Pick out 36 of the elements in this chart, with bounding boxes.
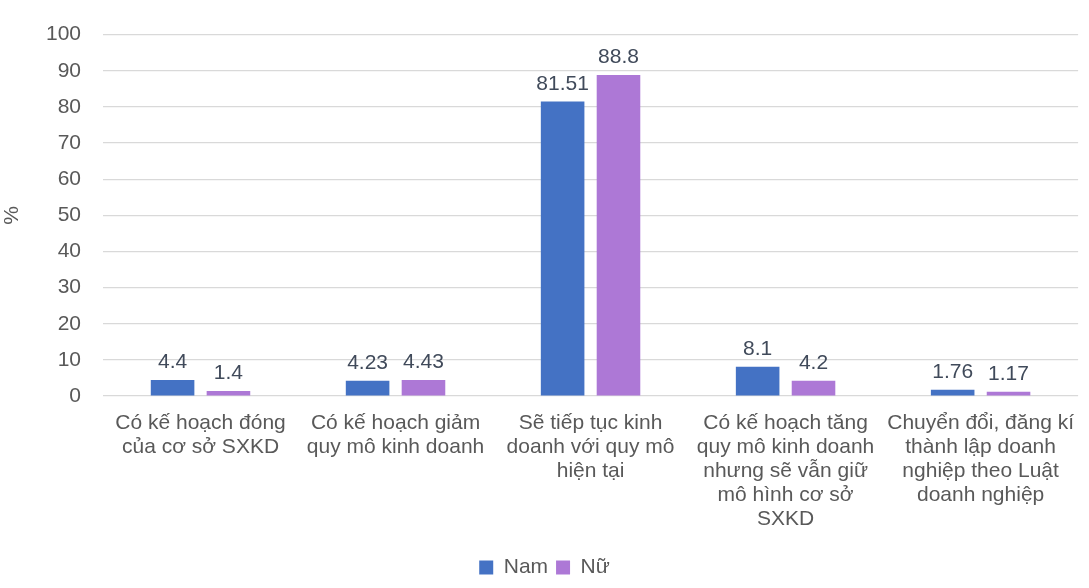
bar	[345, 380, 390, 396]
data-label: 8.1	[743, 336, 773, 360]
data-label: 4.4	[157, 349, 188, 373]
data-label: 1.4	[213, 360, 244, 384]
data-label: 88.8	[598, 44, 639, 68]
y-tick-label: 80	[57, 93, 81, 117]
x-tick-label: Sẽ tiếp tục kinh doanh với quy mô hiện tại	[506, 409, 675, 482]
x-tick-label: Có kế hoạch giảm quy mô kinh doanh	[306, 409, 485, 458]
data-label: 4.43	[403, 349, 444, 373]
bar	[735, 366, 780, 396]
y-tick-label: 0	[69, 382, 81, 406]
y-tick-label: 40	[57, 238, 81, 262]
data-label: 4.2	[798, 350, 829, 374]
y-tick-label: 90	[57, 57, 81, 81]
bar	[150, 380, 195, 396]
y-axis-title: %	[0, 205, 23, 225]
data-label: 81.51	[536, 70, 589, 94]
y-tick-label: 60	[57, 165, 81, 189]
data-label: 4.23	[347, 350, 389, 374]
y-tick-label: 100	[45, 21, 81, 45]
bar	[401, 379, 446, 396]
x-tick-label: Có kế hoạch đóng của cơ sở SXKD	[115, 409, 286, 458]
y-tick-label: 20	[57, 310, 81, 334]
y-tick-label: 50	[57, 202, 81, 226]
y-tick-label: 30	[57, 274, 81, 298]
x-tick-label: Chuyển đổi, đăng kí thành lập doanh nghiệp theo Luật doanh nghiệp	[887, 409, 1075, 506]
legend-label: Nam	[503, 554, 549, 578]
data-label: 1.76	[932, 358, 974, 382]
bar	[540, 101, 585, 396]
y-tick-label: 10	[57, 346, 81, 370]
bar	[596, 75, 641, 396]
x-tick-label: Có kế hoạch tăng quy mô kinh doanh nhưng sẽ vẫn giữ mô hình cơ sở SXKD	[696, 409, 875, 530]
data-label: 1.17	[988, 361, 1029, 385]
y-tick-label: 70	[57, 129, 81, 153]
legend-label: Nữ	[580, 554, 610, 578]
bar	[791, 380, 836, 396]
